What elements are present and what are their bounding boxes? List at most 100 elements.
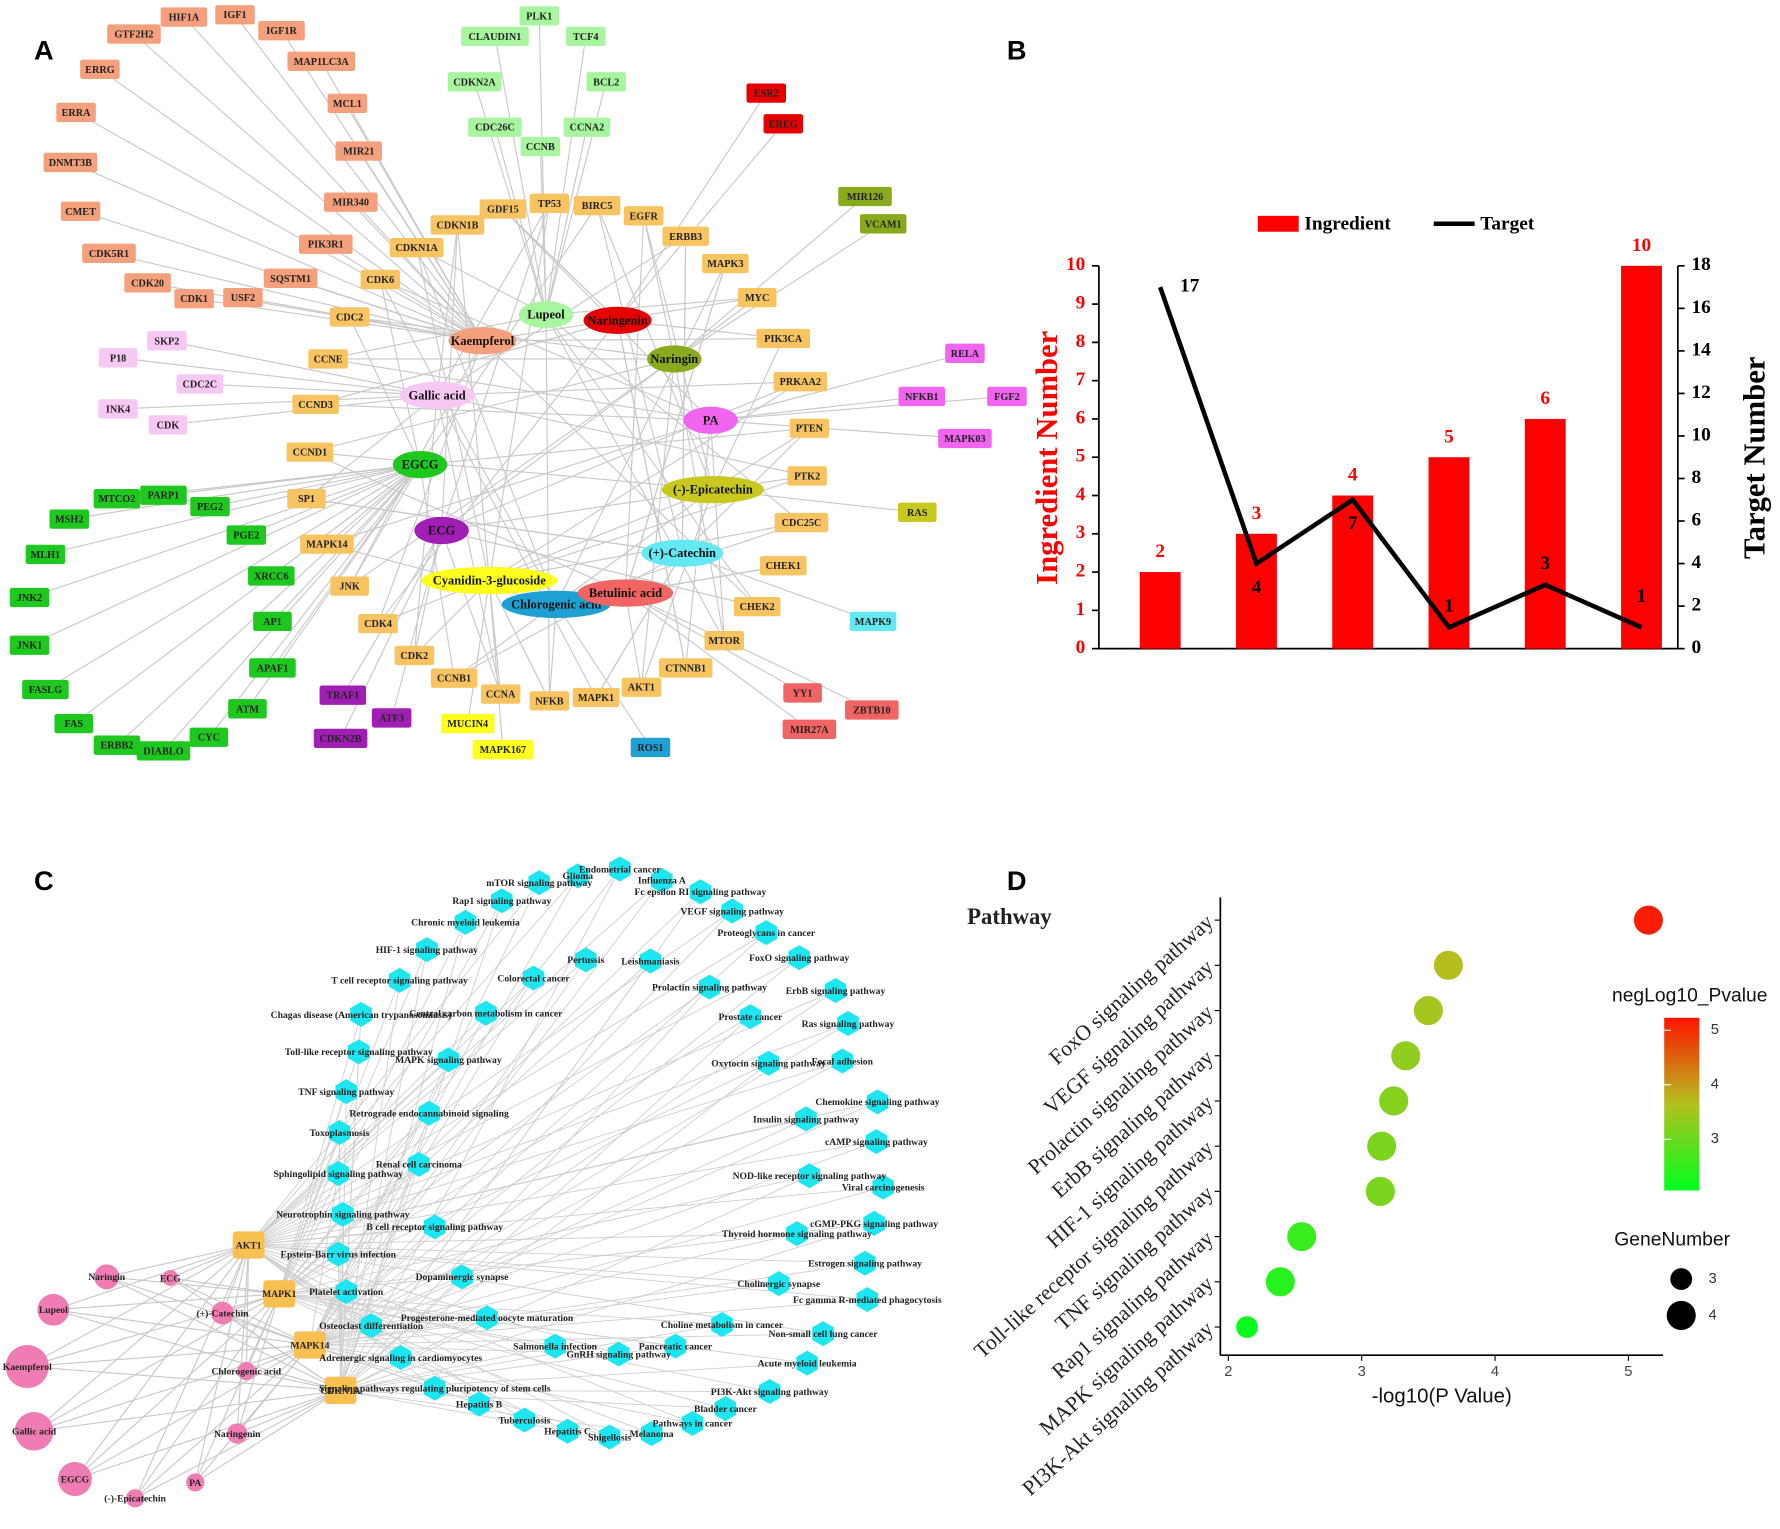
- size-legend-mark: [1666, 1300, 1696, 1330]
- target-node: [898, 386, 946, 407]
- target-node: [107, 24, 161, 44]
- y-tick-label: 0: [1076, 637, 1086, 658]
- pathway-label: TNF signaling pathway: [298, 1087, 394, 1098]
- pathway-label: Retrograde endocannabinoid signaling: [349, 1109, 509, 1120]
- pathway-node: [721, 898, 743, 924]
- target-node: [987, 386, 1027, 407]
- panel-letter: C: [34, 865, 54, 896]
- ingredient-node: [661, 475, 764, 504]
- edge: [106, 1276, 311, 1346]
- target-node: [760, 556, 807, 576]
- target-node: [573, 195, 621, 216]
- pathway-node: [335, 1079, 358, 1105]
- target-label: CCNA2: [570, 123, 605, 134]
- edge: [134, 1293, 280, 1499]
- line-value-label: 1: [1637, 586, 1647, 607]
- bubble: [1265, 1267, 1295, 1297]
- pathway-label: Osteoclast differentiation: [319, 1321, 424, 1332]
- pathway-node: [360, 1313, 382, 1339]
- y-tick-label: 2: [1076, 560, 1086, 581]
- edge: [467, 580, 490, 724]
- target-node: [43, 152, 98, 173]
- edge: [340, 1016, 751, 1391]
- bubble: [1365, 1176, 1395, 1206]
- target-node: [563, 117, 611, 137]
- bubble: [1433, 950, 1463, 980]
- target-label: CDKN2A: [453, 77, 496, 88]
- compound-node: [126, 1489, 145, 1508]
- edge: [248, 959, 587, 1246]
- edge: [33, 1293, 280, 1432]
- pathway-label: Estrogen signaling pathway: [808, 1259, 922, 1270]
- compound-label: Lupeol: [39, 1305, 68, 1316]
- edge: [349, 464, 421, 587]
- edge: [596, 205, 714, 490]
- pathway-node: [567, 863, 589, 889]
- y2-axis-label: Target Number: [1737, 357, 1771, 559]
- edge: [170, 1277, 311, 1346]
- y-tick-label: 8: [1076, 331, 1086, 352]
- pathway-node: [454, 909, 477, 935]
- line-value-label: 1: [1444, 595, 1454, 616]
- edge: [245, 1245, 250, 1372]
- target-label: CDK4: [364, 619, 392, 630]
- edge: [391, 530, 443, 719]
- edge: [279, 1175, 810, 1295]
- target-node: [148, 415, 188, 435]
- compound-node: [5, 1344, 49, 1389]
- pathway-node: [327, 1160, 350, 1186]
- pathway-node: [651, 867, 673, 893]
- target-node: [60, 201, 101, 221]
- target-label: CDK2: [400, 651, 428, 662]
- edge: [74, 1244, 250, 1480]
- target-node: [82, 243, 136, 263]
- target-label: FGF2: [994, 392, 1020, 403]
- colorbar-tick-label: 3: [1711, 1131, 1719, 1147]
- edge: [436, 395, 597, 698]
- edge: [643, 215, 675, 360]
- edge: [340, 1276, 463, 1391]
- target-label: AKT1: [628, 683, 655, 694]
- edge: [441, 203, 550, 531]
- pathway-label: MAPK signaling pathway: [395, 1055, 502, 1066]
- pathway-label: Toxoplasmosis: [310, 1128, 370, 1139]
- target-node: [258, 21, 305, 41]
- edge: [340, 1222, 875, 1391]
- ingredient-node: [399, 381, 475, 409]
- edge: [710, 395, 1007, 421]
- pathway-label: Chagas disease (American trypanosomiasis…: [271, 1010, 452, 1021]
- y-tick-label: 7: [1076, 369, 1086, 390]
- pathway-label: Fc gamma R-mediated phagocytosis: [793, 1295, 942, 1306]
- pathway-label: Fc epsilon RI signaling pathway: [635, 887, 767, 898]
- target-label: GTF2H2: [114, 30, 153, 41]
- edge: [350, 201, 483, 342]
- edge: [545, 297, 758, 316]
- edge: [437, 381, 801, 396]
- edge: [45, 464, 421, 555]
- pathway-node: [528, 870, 551, 896]
- size-legend-mark: [1670, 1268, 1693, 1290]
- target-label: PTK2: [794, 471, 820, 482]
- pathway-label: T cell receptor signaling pathway: [331, 976, 468, 987]
- edge: [441, 381, 801, 532]
- x-tick-label: 4: [1491, 1364, 1499, 1380]
- compound-node: [211, 1301, 234, 1325]
- edge: [617, 92, 767, 321]
- target-label: CDKN1A: [395, 243, 438, 254]
- pathway-node: [544, 1333, 566, 1359]
- edge: [279, 1293, 726, 1410]
- edge: [640, 358, 675, 688]
- target-node: [228, 699, 267, 719]
- edge: [163, 464, 421, 752]
- x-tick-label: 2: [1224, 1364, 1232, 1380]
- y2-tick-label: 6: [1691, 509, 1701, 530]
- edge: [278, 1014, 362, 1294]
- target-label: AP1: [263, 617, 282, 628]
- target-node: [174, 289, 214, 309]
- edge: [73, 464, 421, 725]
- pathway-node: [347, 1039, 370, 1065]
- edge: [248, 990, 836, 1246]
- edge: [545, 127, 588, 315]
- edge: [548, 604, 557, 701]
- target-node: [938, 428, 992, 449]
